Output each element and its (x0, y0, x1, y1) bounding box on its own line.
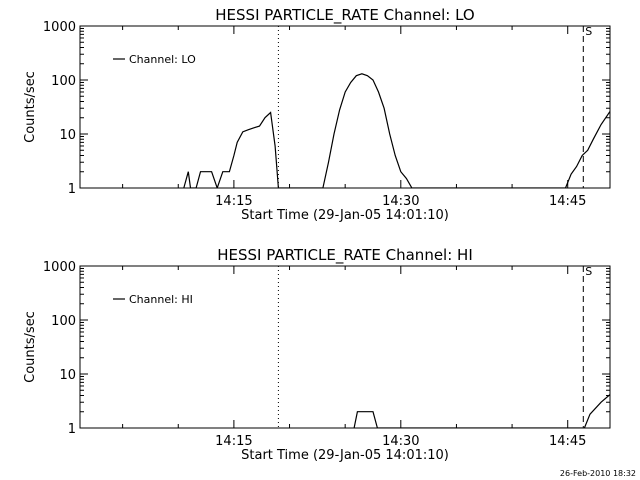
legend-entry: Channel: LO (129, 53, 196, 66)
x-tick-label: 14:15 (215, 434, 252, 449)
chart-panel-0: HESSI PARTICLE_RATE Channel: LO Start Tim… (23, 6, 611, 223)
x-tick-label: 14:45 (549, 434, 586, 449)
y-tick-label: 1000 (43, 20, 76, 35)
series-line (353, 393, 610, 428)
y-tick-label: 1 (68, 182, 76, 197)
y-tick-label: 1000 (43, 260, 76, 275)
y-tick-label: 10 (59, 368, 76, 383)
series-line (183, 73, 610, 188)
y-tick-label: 100 (51, 314, 76, 329)
chart-title: HESSI PARTICLE_RATE Channel: HI (217, 246, 473, 265)
event-marker-label: S (585, 25, 592, 38)
x-axis-label: Start Time (29-Jan-05 14:01:10) (241, 448, 449, 463)
x-tick-label: 14:15 (215, 194, 252, 209)
legend-entry: Channel: HI (129, 293, 193, 306)
chart-title: HESSI PARTICLE_RATE Channel: LO (215, 6, 474, 25)
x-tick-label: 14:45 (549, 194, 586, 209)
plot-frame (79, 25, 611, 189)
date-stamp: 26-Feb-2010 18:32 (559, 469, 636, 478)
y-axis-label: Counts/sec (23, 311, 38, 383)
x-axis-label: Start Time (29-Jan-05 14:01:10) (241, 208, 449, 223)
x-tick-label: 14:30 (382, 194, 419, 209)
plot-frame (79, 265, 611, 429)
y-tick-label: 1 (68, 422, 76, 437)
y-tick-label: 100 (51, 74, 76, 89)
y-axis-label: Counts/sec (23, 71, 38, 143)
y-tick-label: 10 (59, 128, 76, 143)
chart-panel-1: HESSI PARTICLE_RATE Channel: HI Start Tim… (23, 246, 611, 463)
x-tick-label: 14:30 (382, 434, 419, 449)
event-marker-label: S (585, 265, 592, 278)
